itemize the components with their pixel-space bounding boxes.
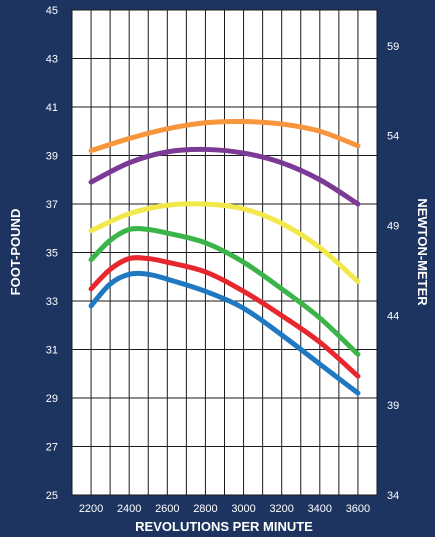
x-tick-label: 3400 (308, 503, 332, 515)
series-line-5 (88, 255, 361, 379)
y-tick-label: 39 (46, 151, 58, 163)
y-tick-label: 41 (46, 102, 58, 114)
y2-tick-label: 34 (387, 490, 399, 502)
y-tick-label: 29 (46, 393, 58, 405)
y-tick-label: 43 (46, 54, 58, 66)
y2-tick-label: 59 (387, 41, 399, 53)
y-axis-ticks: 25 27 29 31 33 35 37 39 41 43 45 (46, 5, 58, 502)
y2-tick-label: 49 (387, 221, 399, 233)
y2-tick-label: 44 (387, 310, 399, 322)
y-axis-title: FOOT-POUND (8, 209, 23, 296)
y2-axis-ticks: 34 39 44 49 54 59 (387, 41, 399, 502)
series-line-3 (88, 201, 361, 285)
y-tick-label: 37 (46, 199, 58, 211)
x-axis-ticks: 2200 2400 2600 2800 3000 3200 3400 3600 (79, 503, 370, 515)
x-tick-label: 2400 (117, 503, 141, 515)
x-tick-label: 2800 (193, 503, 217, 515)
y-tick-label: 35 (46, 248, 58, 260)
series-line-4 (88, 226, 361, 357)
y2-axis-title: NEWTON-METER (415, 198, 430, 306)
y-tick-label: 45 (46, 5, 58, 17)
y2-tick-label: 39 (387, 400, 399, 412)
y-tick-label: 25 (46, 490, 58, 502)
x-axis-title: REVOLUTIONS PER MINUTE (135, 519, 313, 534)
series-line-1 (88, 118, 361, 154)
series-line-2 (88, 146, 361, 207)
x-tick-label: 2600 (155, 503, 179, 515)
series-lines (88, 118, 361, 396)
y-tick-label: 33 (46, 296, 58, 308)
x-tick-label: 3000 (231, 503, 255, 515)
x-tick-label: 3600 (346, 503, 370, 515)
x-tick-label: 3200 (269, 503, 293, 515)
x-tick-label: 2200 (79, 503, 103, 515)
y2-tick-label: 54 (387, 131, 399, 143)
y-tick-label: 31 (46, 345, 58, 357)
y-tick-label: 27 (46, 442, 58, 454)
series-line-6 (88, 270, 361, 396)
